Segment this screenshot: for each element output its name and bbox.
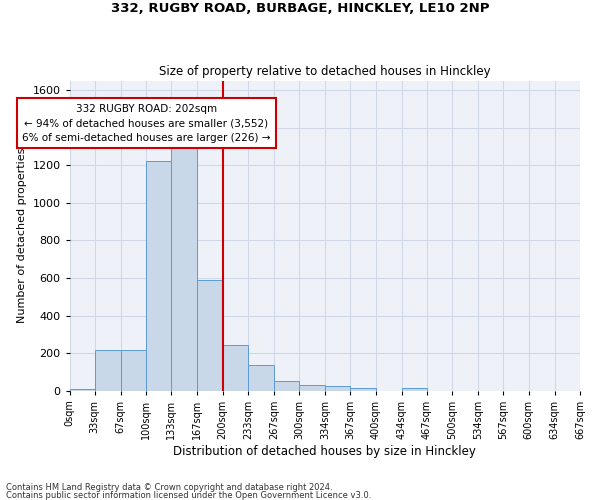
Bar (248, 365, 274, 390)
Bar (274, 381, 299, 390)
Bar (146, 161, 172, 390)
Bar (350, 388, 376, 390)
Bar (299, 385, 325, 390)
Title: Size of property relative to detached houses in Hinckley: Size of property relative to detached ho… (159, 66, 491, 78)
Bar (325, 386, 350, 390)
Text: Contains HM Land Registry data © Crown copyright and database right 2024.: Contains HM Land Registry data © Crown c… (6, 484, 332, 492)
Bar (70, 388, 95, 390)
Bar (223, 344, 248, 391)
Bar (401, 388, 427, 390)
Y-axis label: Number of detached properties: Number of detached properties (17, 148, 27, 324)
Text: 332 RUGBY ROAD: 202sqm
← 94% of detached houses are smaller (3,552)
6% of semi-d: 332 RUGBY ROAD: 202sqm ← 94% of detached… (22, 104, 271, 143)
Text: 332, RUGBY ROAD, BURBAGE, HINCKLEY, LE10 2NP: 332, RUGBY ROAD, BURBAGE, HINCKLEY, LE10… (111, 2, 489, 16)
Bar (172, 148, 197, 390)
Bar (197, 280, 223, 390)
Bar (121, 350, 146, 391)
X-axis label: Distribution of detached houses by size in Hinckley: Distribution of detached houses by size … (173, 444, 476, 458)
Bar (95, 350, 121, 391)
Text: Contains public sector information licensed under the Open Government Licence v3: Contains public sector information licen… (6, 490, 371, 500)
